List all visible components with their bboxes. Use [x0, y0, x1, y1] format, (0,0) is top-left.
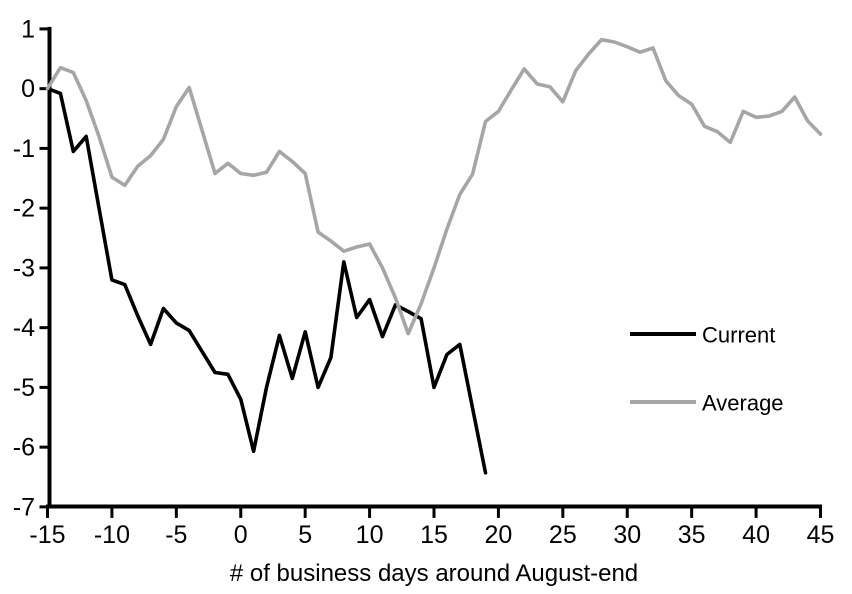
- x-tick-label: 10: [356, 521, 384, 549]
- y-tick-label: -2: [13, 195, 35, 223]
- x-tick-label: -10: [94, 521, 130, 549]
- x-tick-label: 5: [298, 521, 312, 549]
- x-tick-label: 25: [549, 521, 577, 549]
- series-line-average: [45, 37, 823, 336]
- series-line-current: [45, 86, 488, 475]
- y-tick-label: -5: [13, 374, 35, 402]
- legend: Current Average: [630, 323, 784, 416]
- x-tick-label: 45: [807, 521, 835, 549]
- legend-label-current: Current: [702, 323, 775, 348]
- x-tick-label: 35: [678, 521, 706, 549]
- axis-tick-labels: 10-1-2-3-4-5-6-7-15 -10 -5 0 5 10 15 20 25 30 35 40…: [13, 15, 835, 549]
- x-tick-label: 15: [420, 521, 448, 549]
- x-tick-label: -5: [165, 521, 187, 549]
- data-series: [45, 37, 823, 475]
- axis-ticks: [39, 27, 822, 518]
- y-tick-label: -6: [13, 434, 35, 462]
- y-tick-label: -1: [13, 135, 35, 163]
- x-tick-label: 30: [613, 521, 641, 549]
- x-tick-label: 40: [742, 521, 770, 549]
- x-tick-label: -15: [29, 521, 65, 549]
- y-tick-label: 1: [21, 15, 35, 43]
- x-tick-label: 0: [234, 521, 248, 549]
- y-tick-label: -4: [13, 314, 35, 342]
- y-tick-label: 0: [21, 75, 35, 103]
- y-tick-label: -7: [13, 493, 35, 521]
- y-tick-label: -3: [13, 254, 35, 282]
- x-tick-label: 20: [485, 521, 513, 549]
- x-axis-title: # of business days around August-end: [230, 560, 638, 587]
- legend-label-average: Average: [702, 391, 784, 416]
